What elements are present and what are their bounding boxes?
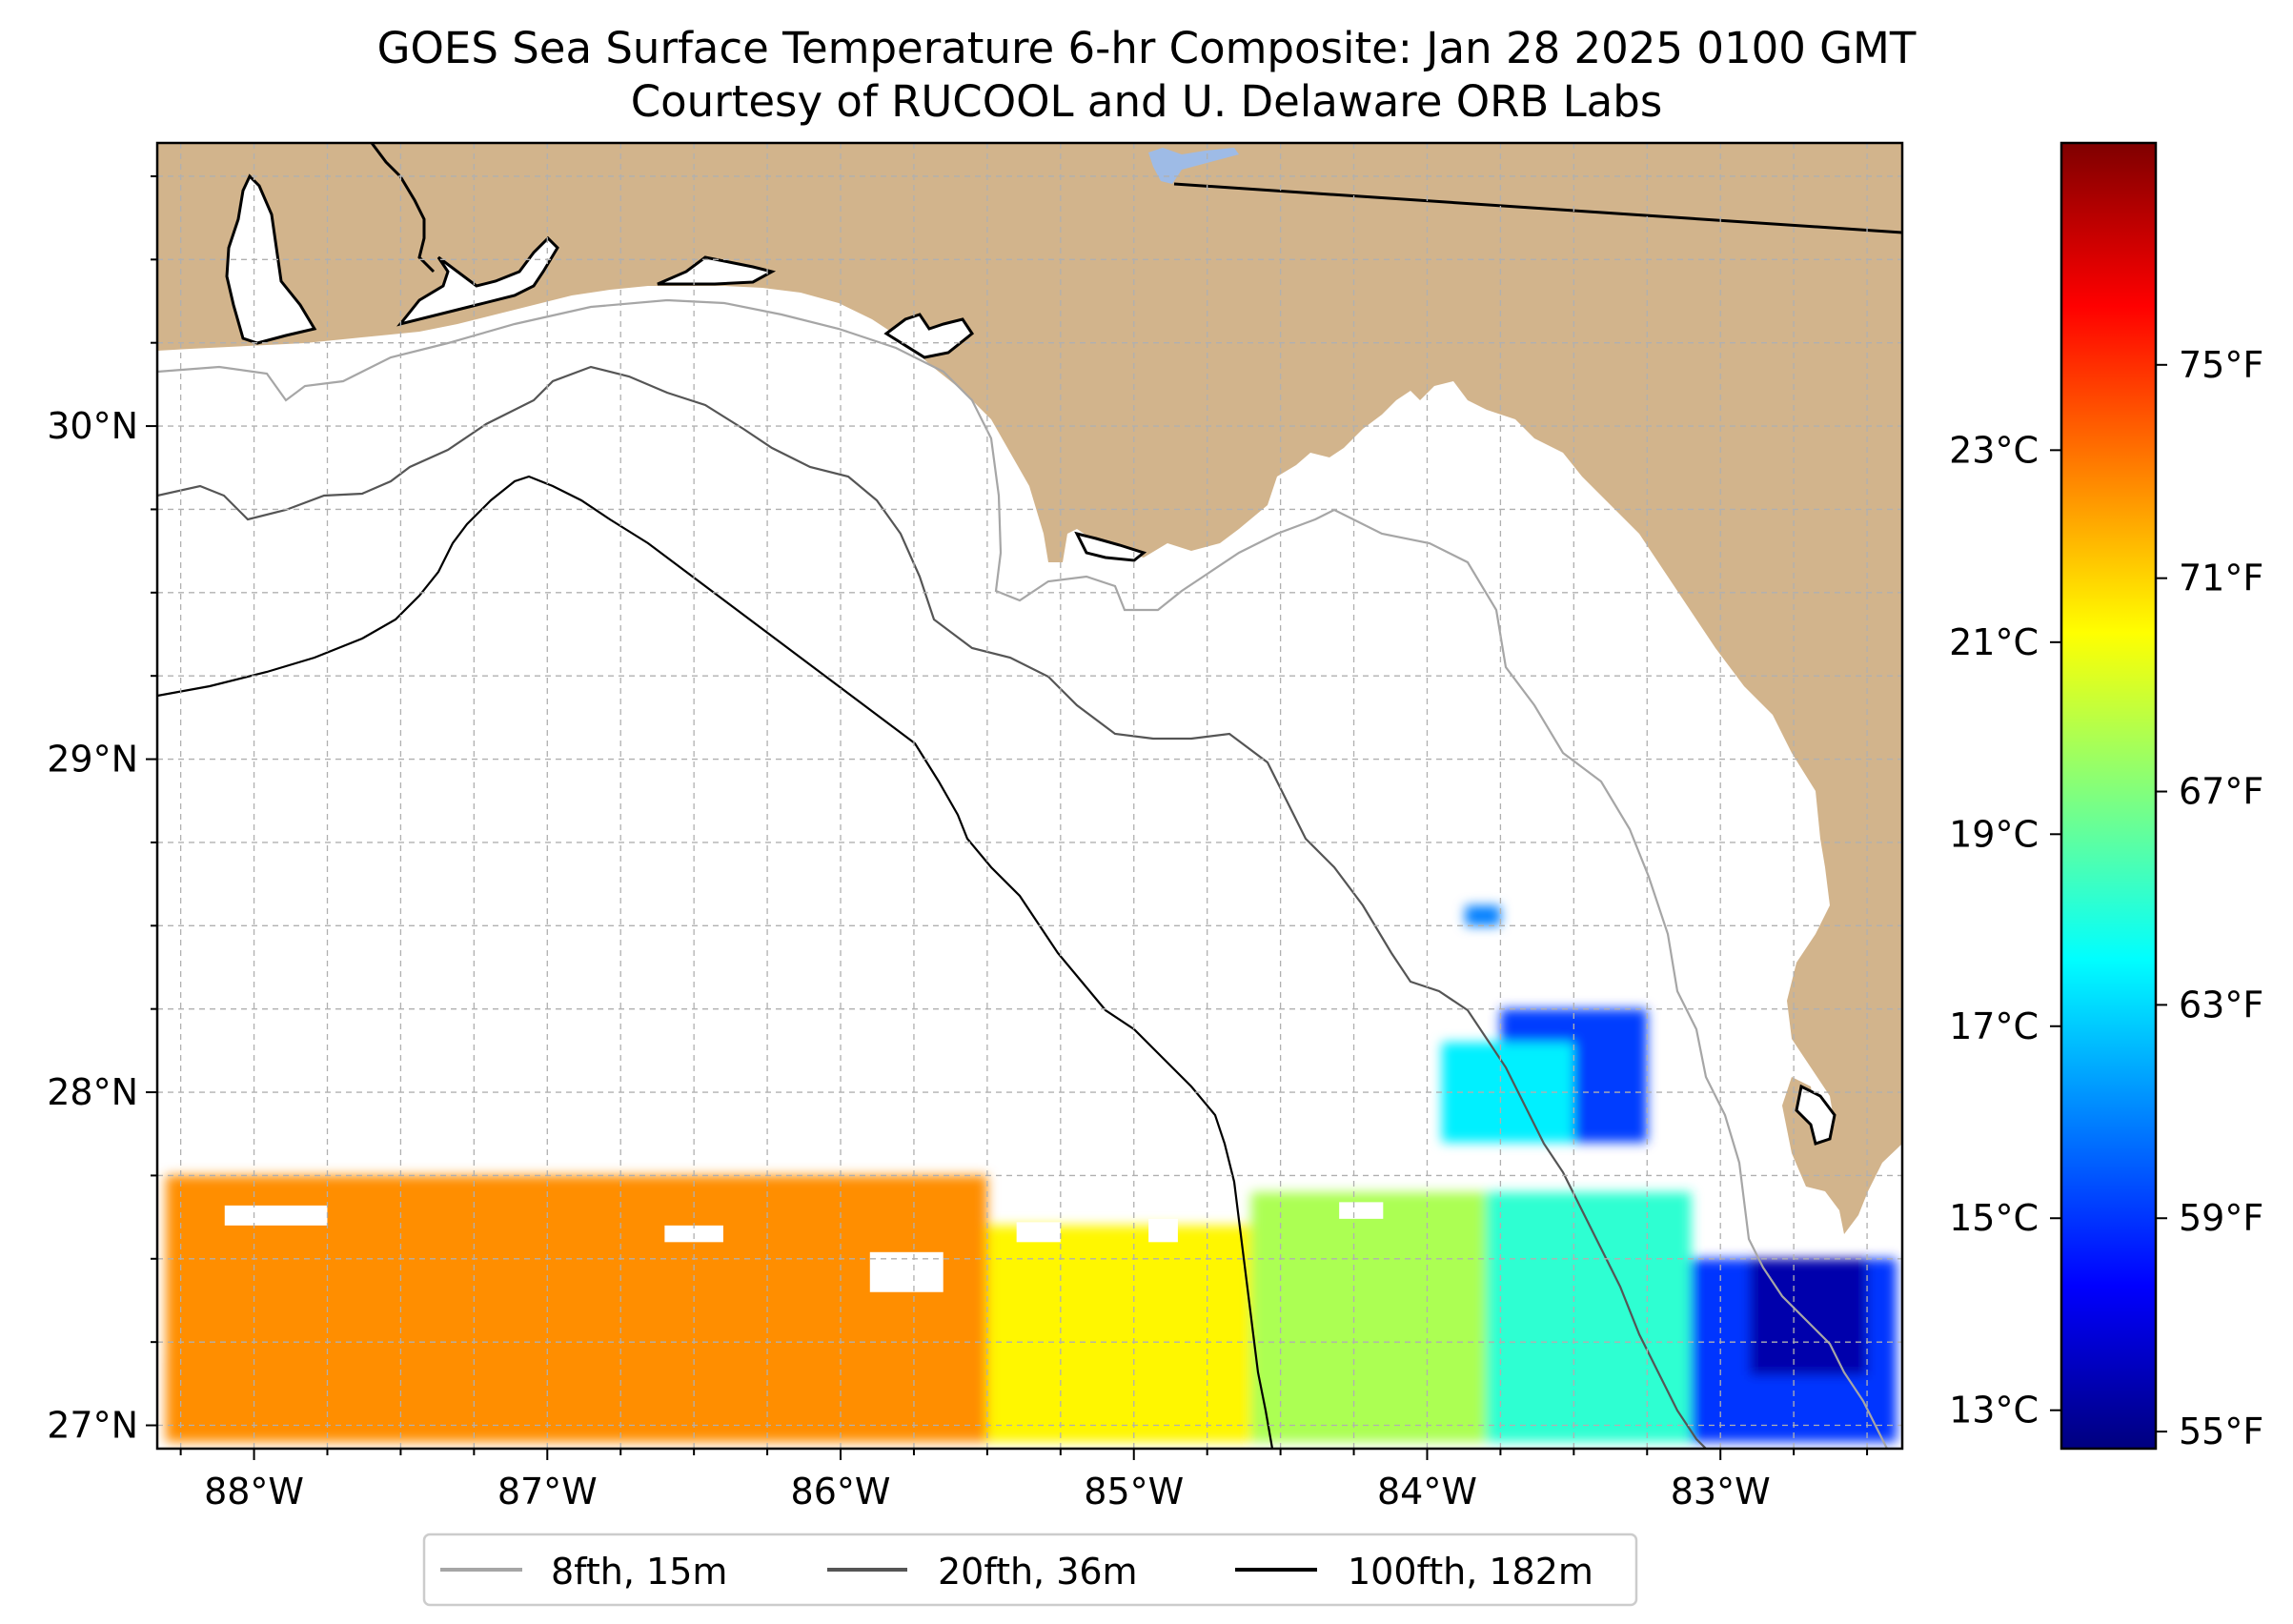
fahrenheit-tick-label: 71°F (2179, 558, 2263, 599)
sst-region-9 (1465, 905, 1501, 926)
legend-label-100fth: 100fth, 182m (1348, 1551, 1593, 1593)
legend-label-8fth: 8fth, 15m (551, 1551, 727, 1593)
legend-label-20fth: 20fth, 36m (938, 1551, 1138, 1593)
fahrenheit-tick-label: 75°F (2179, 344, 2263, 386)
sst-region-2 (986, 1225, 1251, 1443)
graticule (157, 143, 1902, 1449)
map-axes: 88°W 87°W 86°W 85°W 84°W 83°W 30°N 29°N 28°N 27°N (47, 174, 1869, 1512)
fahrenheit-tick-label: 67°F (2179, 771, 2263, 813)
colorbar: 23°C 21°C 19°C 17°C 15°C 13°C 75°F 71°F 67°F 63°F… (1949, 141, 2263, 1452)
lat-tick-label: 27°N (47, 1405, 138, 1447)
sst-region-3 (1250, 1191, 1487, 1443)
choctawhatchee-bay (657, 255, 777, 286)
map-frame (155, 141, 1904, 1451)
sst-gap-2 (869, 1251, 944, 1292)
map-content (157, 143, 1902, 1449)
land-mass (157, 143, 1902, 1234)
fahrenheit-tick-label: 55°F (2179, 1411, 2263, 1452)
lat-tick-label: 28°N (47, 1071, 138, 1113)
celsius-tick-label: 21°C (1949, 621, 2039, 663)
sst-gap-3 (1016, 1222, 1061, 1243)
sst-gap-4 (1148, 1218, 1178, 1243)
chart-title: GOES Sea Surface Temperature 6-hr Compos… (376, 23, 1917, 73)
sst-gap-0 (224, 1205, 328, 1226)
isobath-100fth (157, 475, 1274, 1449)
coast-fl-border (370, 143, 436, 274)
celsius-tick-label: 19°C (1949, 813, 2039, 855)
apalachicola-bay (1074, 531, 1147, 562)
chart-subtitle: Courtesy of RUCOOL and U. Delaware ORB L… (630, 76, 1663, 127)
celsius-tick-label: 17°C (1949, 1005, 2039, 1047)
st-andrew-bay (883, 313, 975, 359)
isobath-legend: 8fth, 15m 20fth, 36m 100fth, 182m (422, 1533, 1638, 1607)
isobath-20fth (157, 365, 1707, 1449)
lon-tick-label: 88°W (204, 1471, 304, 1512)
mobile-bay (225, 173, 317, 345)
lon-tick-label: 85°W (1084, 1471, 1184, 1512)
map-panel: 88°W 87°W 86°W 85°W 84°W 83°W 30°N 29°N 28°N 27°N (47, 141, 1904, 1512)
lon-tick-label: 87°W (497, 1471, 598, 1512)
sst-blend (166, 905, 1897, 1443)
state-border (1173, 182, 1902, 234)
sst-region-4 (1486, 1191, 1692, 1443)
sst-region-6 (1749, 1258, 1868, 1376)
lake (1148, 148, 1239, 184)
sst-gap-5 (1339, 1202, 1384, 1219)
celsius-tick-label: 15°C (1949, 1197, 2039, 1239)
lat-tick-label: 30°N (47, 405, 138, 447)
celsius-tick-label: 13°C (1949, 1390, 2039, 1431)
sst-raster (166, 905, 1897, 1443)
lon-tick-label: 83°W (1671, 1471, 1771, 1512)
legend-frame (422, 1533, 1638, 1607)
fahrenheit-tick-label: 59°F (2179, 1197, 2263, 1239)
lon-tick-label: 86°W (791, 1471, 891, 1512)
celsius-tick-label: 23°C (1949, 429, 2039, 471)
tampa-bay (1795, 1084, 1836, 1146)
colorbar-gradient (2060, 141, 2158, 1451)
fahrenheit-tick-label: 63°F (2179, 984, 2263, 1025)
lon-tick-label: 84°W (1377, 1471, 1477, 1512)
lat-tick-label: 29°N (47, 739, 138, 781)
colorbar-ticks: 23°C 21°C 19°C 17°C 15°C 13°C 75°F 71°F 67°F 63°F… (1949, 344, 2263, 1452)
pensacola-bay (396, 235, 559, 327)
